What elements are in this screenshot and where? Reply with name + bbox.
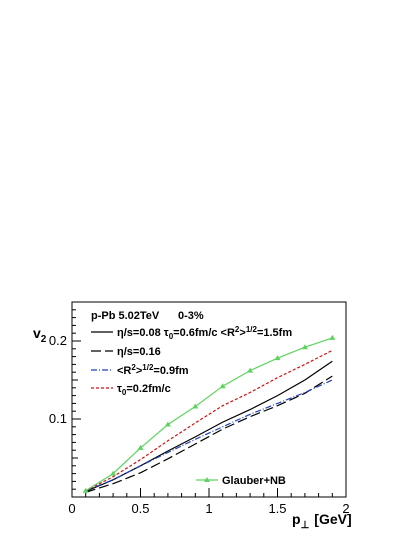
data-point-glauber: [219, 383, 226, 389]
y-tick-label: 0.1: [49, 411, 67, 426]
data-point-glauber: [247, 367, 254, 373]
legend-entry-2: η/s=0.16: [117, 346, 161, 358]
data-point-glauber: [137, 444, 144, 450]
legend-entry-3: <R2>1/2=0.9fm: [117, 363, 189, 377]
x-tick-label: 2: [342, 501, 349, 516]
data-point-glauber: [82, 487, 89, 493]
legend-marker-glauber: [204, 477, 210, 482]
legend: η/s=0.08 τ0=0.6fm/c <R2>1/2=1.5fm η/s=0.…: [91, 325, 292, 487]
legend-entry-4: τ0=0.2fm/c: [117, 383, 171, 397]
x-axis-title: p⊥ [GeV]: [292, 511, 352, 531]
x-tick-label: 0.5: [131, 501, 149, 516]
data-point-glauber: [192, 403, 199, 409]
legend-entry-1: η/s=0.08 τ0=0.6fm/c <R2>1/2=1.5fm: [117, 325, 292, 341]
series-line-glauber: [85, 337, 333, 492]
series-line-s1: [85, 360, 333, 493]
data-point-glauber: [110, 470, 117, 476]
data-point-glauber: [274, 355, 281, 361]
x-tick-label: 1: [205, 501, 212, 516]
header-system: p-Pb 5.02TeV: [91, 310, 160, 322]
data-point-glauber: [329, 334, 336, 340]
series-line-s4: [85, 349, 333, 492]
legend-entry-glauber: Glauber+NB: [222, 475, 286, 487]
y-axis-title: v2: [33, 325, 47, 345]
header-centrality: 0-3%: [178, 310, 204, 322]
data-point-glauber: [164, 421, 171, 427]
x-tick-label: 0: [68, 501, 75, 516]
y-tick-label: 0.2: [49, 333, 67, 348]
data-point-glauber: [301, 344, 308, 350]
x-tick-label: 1.5: [268, 501, 286, 516]
series-line-s2: [85, 375, 333, 493]
series-line-s3: [85, 379, 333, 492]
